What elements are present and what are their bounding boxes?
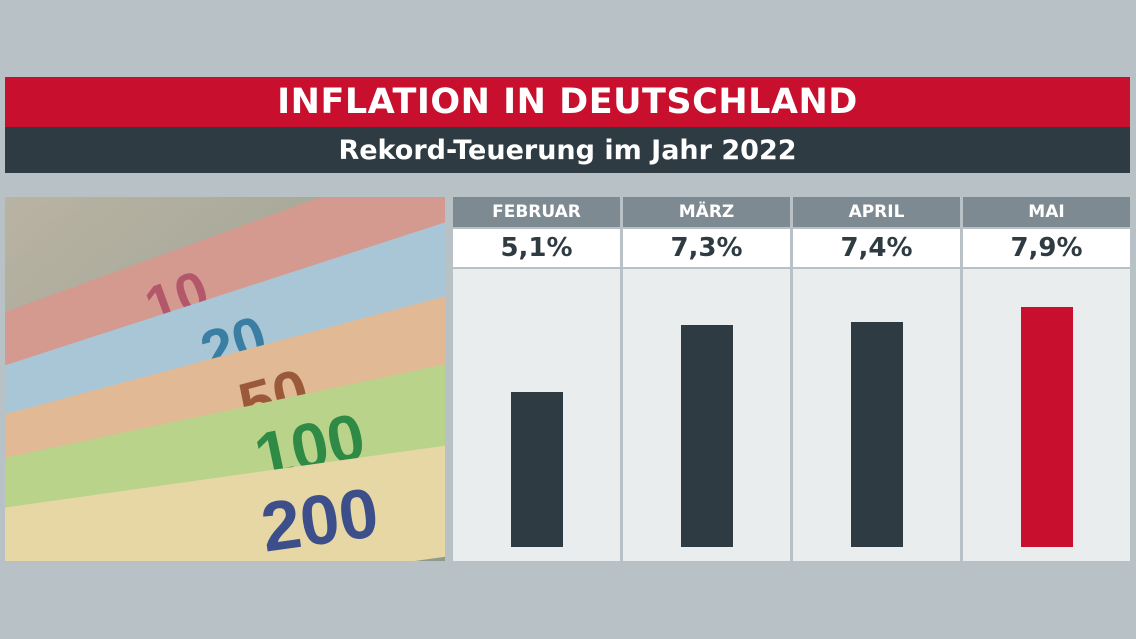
banknote-200: 200 xyxy=(5,435,445,561)
value-label: 7,9% xyxy=(963,229,1130,267)
bar xyxy=(1021,307,1073,547)
value-label: 5,1% xyxy=(453,229,620,267)
category-label: MÄRZ xyxy=(623,197,790,227)
bar xyxy=(681,325,733,547)
chart-subtitle: Rekord-Teuerung im Jahr 2022 xyxy=(5,127,1130,173)
plot-area xyxy=(623,269,790,561)
chart-column: APRIL 7,4% xyxy=(793,197,960,561)
value-label: 7,4% xyxy=(793,229,960,267)
chart-column: MÄRZ 7,3% xyxy=(623,197,790,561)
bar xyxy=(851,322,903,547)
chart-column: FEBRUAR 5,1% xyxy=(453,197,620,561)
plot-area xyxy=(453,269,620,561)
bar-chart: FEBRUAR 5,1% MÄRZ 7,3% APRIL 7,4% MAI 7,9% xyxy=(453,197,1130,561)
category-label: MAI xyxy=(963,197,1130,227)
category-label: FEBRUAR xyxy=(453,197,620,227)
euro-banknotes-photo: 10 20 50 100 200 xyxy=(5,197,445,561)
value-label: 7,3% xyxy=(623,229,790,267)
bar xyxy=(511,392,563,547)
chart-column: MAI 7,9% xyxy=(963,197,1130,561)
banknote-200-label: 200 xyxy=(256,473,383,561)
plot-area xyxy=(793,269,960,561)
category-label: APRIL xyxy=(793,197,960,227)
chart-title: INFLATION IN DEUTSCHLAND xyxy=(5,77,1130,127)
plot-area xyxy=(963,269,1130,561)
